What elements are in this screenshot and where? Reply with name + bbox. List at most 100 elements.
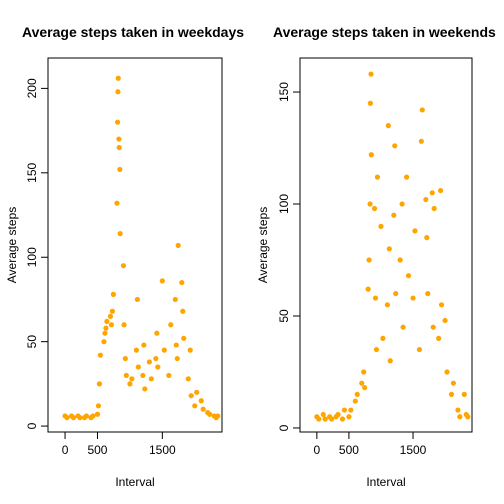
x-tick-label: 0 bbox=[62, 443, 69, 457]
point bbox=[207, 411, 213, 417]
chart-title: Average steps taken in weekdays bbox=[22, 24, 244, 40]
point bbox=[423, 196, 429, 203]
panel: Average steps taken in weekends 0 500 1500 0… bbox=[256, 24, 496, 489]
point bbox=[385, 123, 391, 129]
point bbox=[322, 416, 328, 422]
y-tick-label: 0 bbox=[277, 424, 291, 431]
point bbox=[175, 242, 181, 249]
point bbox=[127, 381, 133, 387]
point bbox=[194, 389, 200, 395]
point bbox=[146, 359, 152, 365]
y-tick-label: 150 bbox=[25, 162, 39, 182]
point bbox=[94, 411, 101, 417]
point bbox=[335, 411, 341, 418]
point bbox=[174, 355, 180, 362]
point bbox=[102, 330, 108, 336]
x-tick-label: 1500 bbox=[400, 443, 427, 457]
point bbox=[90, 413, 96, 419]
point bbox=[365, 286, 371, 292]
point bbox=[135, 364, 141, 370]
point bbox=[341, 407, 348, 413]
point bbox=[329, 416, 335, 422]
point bbox=[104, 318, 110, 325]
point bbox=[380, 335, 386, 341]
y-tick-label: 100 bbox=[277, 194, 291, 214]
point bbox=[368, 71, 374, 77]
point bbox=[444, 369, 450, 375]
point bbox=[410, 295, 416, 301]
point bbox=[172, 296, 178, 303]
point bbox=[465, 414, 471, 420]
point bbox=[320, 411, 326, 418]
point bbox=[180, 308, 186, 314]
point bbox=[431, 205, 437, 212]
point bbox=[116, 144, 122, 151]
point bbox=[371, 205, 378, 212]
y-tick-label: 150 bbox=[277, 82, 291, 102]
point bbox=[418, 138, 424, 144]
point bbox=[438, 302, 445, 308]
plot-box bbox=[299, 57, 473, 433]
point bbox=[181, 335, 187, 341]
point bbox=[121, 322, 127, 328]
panel: Average steps taken in weekdays 0 500 1500 0… bbox=[5, 24, 244, 489]
point bbox=[110, 291, 116, 297]
point bbox=[412, 228, 418, 234]
point bbox=[153, 355, 159, 362]
point bbox=[442, 317, 448, 324]
x-axis-label: Interval bbox=[366, 475, 405, 489]
point bbox=[103, 325, 109, 331]
point bbox=[419, 107, 425, 113]
point bbox=[450, 380, 457, 386]
point bbox=[140, 372, 146, 379]
point bbox=[367, 201, 373, 207]
point bbox=[141, 342, 147, 348]
point bbox=[339, 416, 346, 422]
point bbox=[64, 415, 70, 421]
point bbox=[362, 385, 368, 391]
point bbox=[114, 200, 120, 206]
point bbox=[425, 290, 431, 297]
point bbox=[378, 223, 384, 230]
x-tick-label: 500 bbox=[87, 443, 107, 457]
point bbox=[123, 372, 129, 379]
point bbox=[109, 308, 115, 314]
point bbox=[361, 369, 367, 375]
point bbox=[400, 324, 406, 330]
point bbox=[200, 406, 206, 412]
point bbox=[374, 174, 381, 180]
point bbox=[437, 187, 444, 194]
point bbox=[354, 391, 360, 397]
point bbox=[384, 302, 390, 308]
point bbox=[424, 235, 430, 241]
point bbox=[83, 413, 90, 419]
point bbox=[148, 376, 154, 382]
point bbox=[392, 143, 398, 149]
point bbox=[387, 358, 393, 364]
point bbox=[179, 279, 185, 286]
point bbox=[397, 257, 403, 263]
point bbox=[173, 342, 179, 348]
y-tick-label: 200 bbox=[25, 78, 39, 98]
point bbox=[461, 391, 467, 397]
point bbox=[346, 414, 352, 420]
point bbox=[352, 398, 358, 404]
point bbox=[198, 398, 204, 404]
point bbox=[117, 166, 123, 173]
point bbox=[372, 295, 379, 301]
point bbox=[129, 376, 135, 382]
point bbox=[393, 290, 399, 297]
point bbox=[101, 339, 107, 345]
y-axis-label: Average steps bbox=[256, 207, 270, 284]
point bbox=[457, 414, 463, 420]
point bbox=[108, 322, 115, 328]
point bbox=[215, 413, 221, 419]
point bbox=[405, 273, 412, 279]
point bbox=[316, 416, 322, 422]
point bbox=[436, 335, 442, 341]
point bbox=[399, 201, 405, 207]
point bbox=[455, 407, 461, 413]
y-tick-label: 100 bbox=[25, 247, 39, 267]
x-tick-label: 0 bbox=[314, 443, 321, 457]
